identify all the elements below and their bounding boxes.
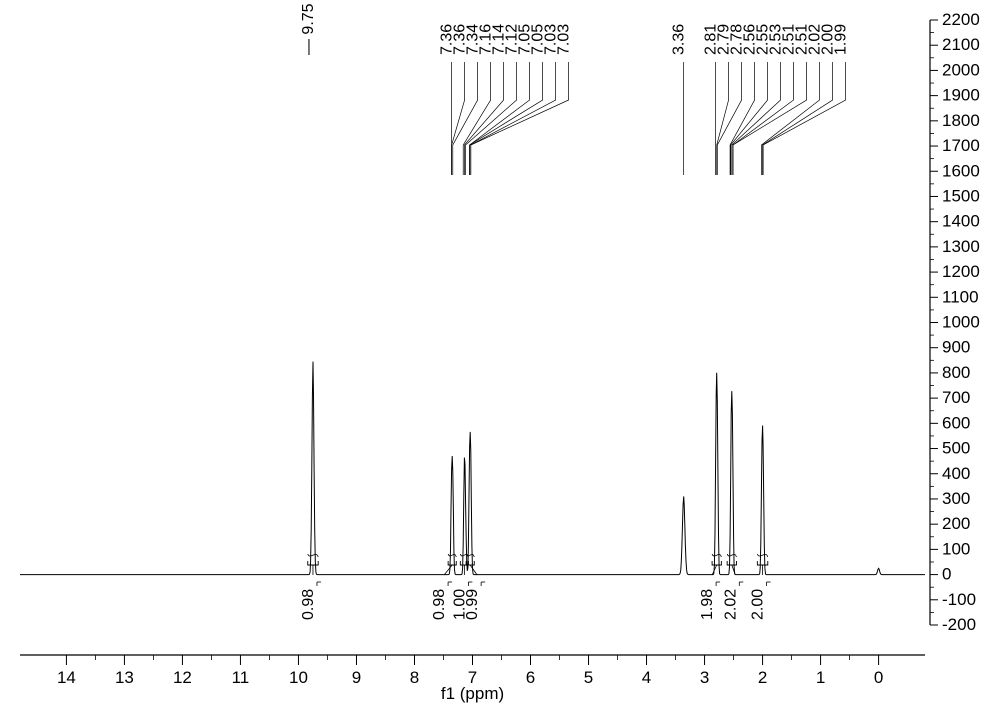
x-tick-label: 10 <box>289 668 308 687</box>
y-tick-label: 1000 <box>942 313 980 332</box>
x-tick-label: 12 <box>173 668 192 687</box>
x-tick-label: 1 <box>816 668 825 687</box>
y-tick-label: 1900 <box>942 86 980 105</box>
x-tick-label: 6 <box>526 668 535 687</box>
y-tick-label: 500 <box>942 439 970 458</box>
integral-bracket <box>727 561 736 565</box>
x-tick-label: 13 <box>115 668 134 687</box>
y-tick-label: 1400 <box>942 212 980 231</box>
integral-bracket <box>448 561 456 565</box>
y-tick-label: 1100 <box>942 287 979 306</box>
integral-label: 1.98 <box>699 589 716 620</box>
integral-label: 0.99 <box>464 589 481 620</box>
integral-curve <box>712 554 721 557</box>
y-tick-label: -200 <box>942 615 976 634</box>
integral-curve <box>448 554 456 557</box>
integral-bracket <box>757 561 767 565</box>
integral-curve <box>308 554 318 557</box>
x-tick-label: 5 <box>584 668 593 687</box>
peak-ppm-label: — 9.75 <box>300 3 317 55</box>
integral-bracket <box>308 561 318 565</box>
y-tick-label: 400 <box>942 464 970 483</box>
integral-curve <box>727 554 736 557</box>
integral-label: 2.02 <box>722 589 739 620</box>
y-tick-label: 1500 <box>942 186 980 205</box>
y-tick-label: 300 <box>942 489 970 508</box>
x-tick-label: 14 <box>57 668 76 687</box>
y-tick-label: 700 <box>942 388 970 407</box>
peak-ppm-label: 7.03 <box>556 24 573 55</box>
x-tick-label: 0 <box>874 668 883 687</box>
y-tick-label: 2200 <box>942 10 980 29</box>
x-tick-label: 9 <box>352 668 361 687</box>
y-tick-label: 1600 <box>942 161 980 180</box>
integral-label: 0.98 <box>300 589 317 620</box>
integral-curve <box>757 554 767 557</box>
integral-label: 2.00 <box>750 589 767 620</box>
y-tick-label: 2000 <box>942 60 980 79</box>
x-tick-label: 4 <box>642 668 651 687</box>
x-tick-label: 8 <box>410 668 419 687</box>
y-tick-label: 0 <box>942 565 951 584</box>
y-tick-label: 800 <box>942 363 970 382</box>
x-tick-label: 11 <box>232 668 250 687</box>
x-axis-label: f1 (ppm) <box>441 684 504 703</box>
x-tick-label: 3 <box>700 668 709 687</box>
y-tick-label: 1300 <box>942 237 980 256</box>
x-tick-label: 2 <box>758 668 767 687</box>
y-tick-label: 2100 <box>942 35 980 54</box>
y-tick-label: 200 <box>942 514 970 533</box>
spectrum-trace <box>20 362 925 575</box>
y-tick-label: 1700 <box>942 136 980 155</box>
y-tick-label: 900 <box>942 338 970 357</box>
peak-ppm-label: 3.36 <box>671 24 688 55</box>
y-tick-label: 1200 <box>942 262 980 281</box>
y-tick-label: -100 <box>942 590 976 609</box>
nmr-spectrum: 14131211109876543210f1 (ppm)-200-1000100… <box>0 0 1000 710</box>
integral-bracket <box>712 561 721 565</box>
integral-label: 0.98 <box>431 589 448 620</box>
y-tick-label: 100 <box>942 539 970 558</box>
peak-ppm-label: 1.99 <box>833 24 850 55</box>
y-tick-label: 1800 <box>942 111 980 130</box>
y-tick-label: 600 <box>942 413 970 432</box>
